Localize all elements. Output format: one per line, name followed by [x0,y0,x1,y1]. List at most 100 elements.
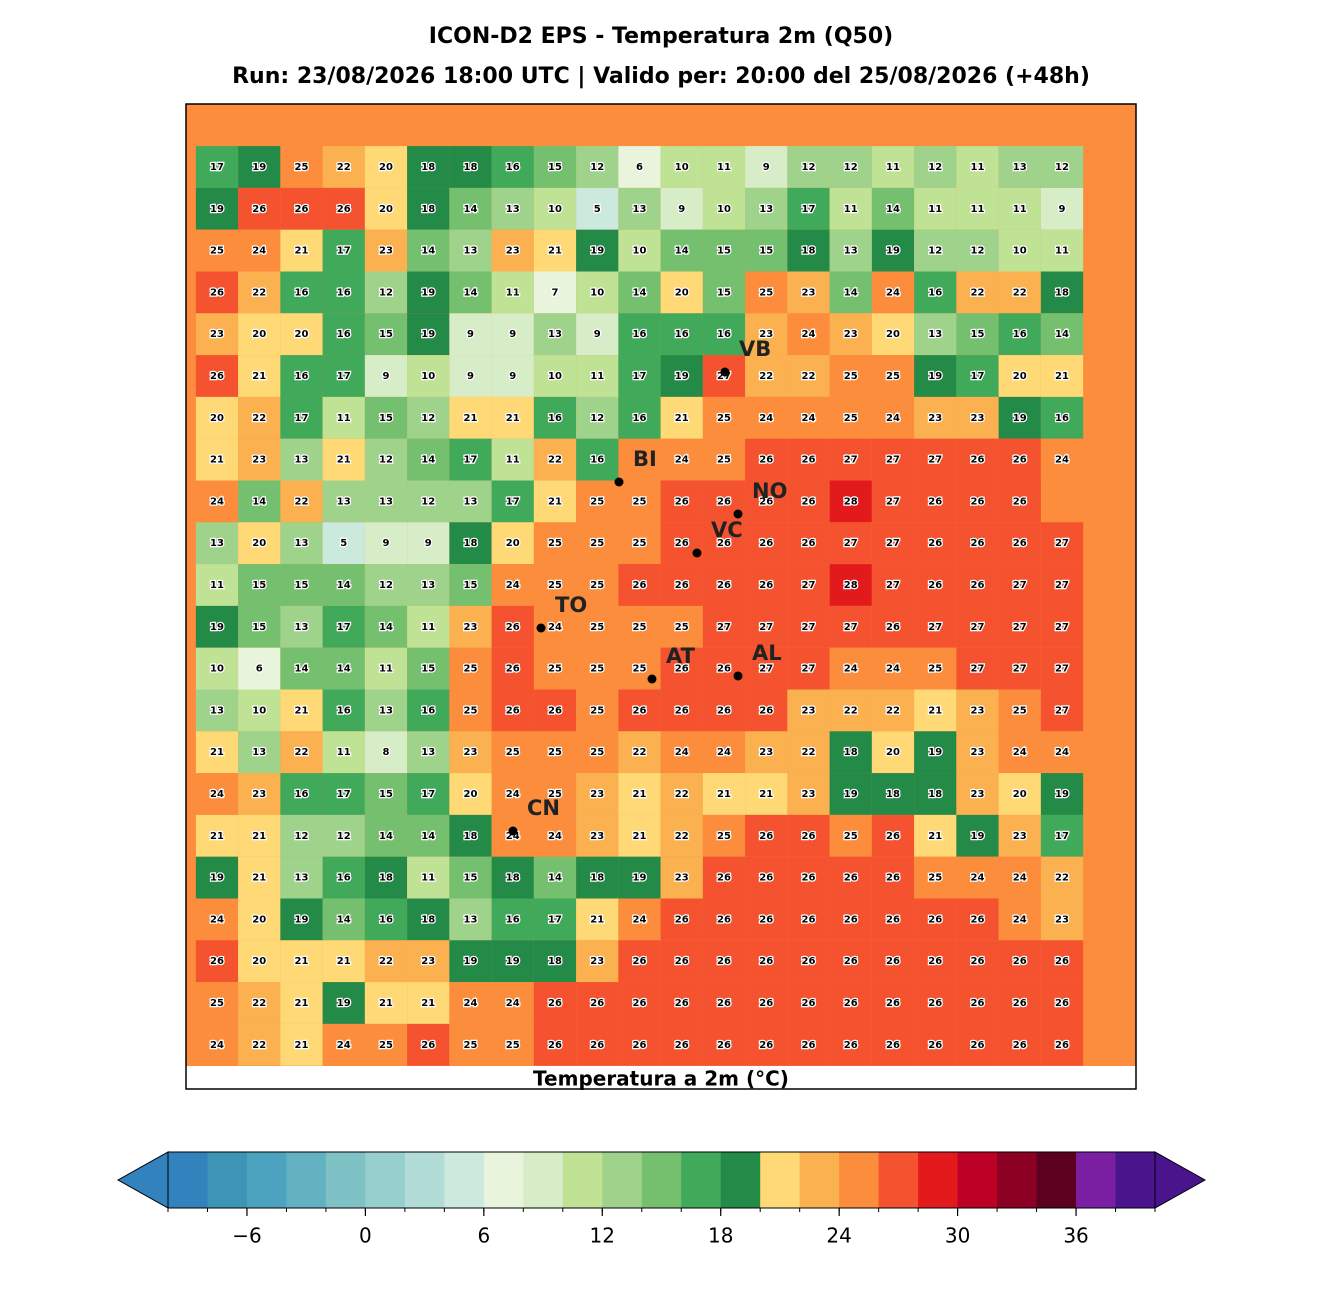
temperature-cell [745,187,788,230]
colorbar-tick-label: 6 [477,1224,490,1248]
temperature-label: 21 [675,413,689,424]
temperature-label: 26 [971,998,985,1009]
temperature-cell [238,522,281,565]
temperature-label: 26 [633,580,647,591]
temperature-cell [956,146,999,188]
temperature-label: 14 [421,831,435,842]
temperature-label: 24 [717,747,731,758]
temperature-label: 25 [759,287,773,298]
temperature-label: 16 [337,873,351,884]
temperature-cell [533,480,577,523]
city-label: TO [555,593,587,617]
temperature-cell [787,605,830,648]
temperature-cell [195,187,239,230]
temperature-cell [829,229,872,272]
temperature-cell [533,689,577,732]
temperature-label: 27 [1013,664,1027,675]
temperature-cell [364,647,408,690]
temperature-label: 26 [886,914,900,925]
temperature-cell [787,814,830,857]
temperature-cell [576,689,619,732]
temperature-label: 14 [421,455,435,466]
temperature-cell [491,229,534,272]
temperature-label: 24 [633,914,647,925]
temperature-cell [322,898,365,941]
temperature-cell [914,146,957,188]
temperature-label: 9 [509,371,516,382]
temperature-cell [998,187,1041,230]
temperature-cell [660,1023,703,1066]
temperature-cell [491,856,534,899]
temperature-cell [914,229,957,272]
temperature-cell [576,480,619,523]
temperature-label: 6 [256,664,263,675]
temperature-cell [745,313,788,356]
temperature-label: 26 [675,956,689,967]
temperature-label: 19 [590,246,604,257]
temperature-cell [322,1023,365,1066]
temperature-label: 19 [1013,413,1027,424]
temperature-label: 25 [717,455,731,466]
temperature-cell [491,187,534,230]
temperature-cell [491,731,534,774]
temperature-label: 26 [717,705,731,716]
temperature-cell [449,564,492,606]
temperature-cell [322,355,365,397]
temperature-label: 26 [928,914,942,925]
temperature-label: 11 [1013,204,1027,215]
temperature-label: 26 [590,998,604,1009]
temperature-label: 10 [633,246,647,257]
temperature-cell [533,647,577,690]
temperature-label: 9 [467,371,474,382]
temperature-label: 24 [506,789,520,800]
temperature-label: 17 [210,162,224,173]
temperature-label: 26 [717,998,731,1009]
temperature-label: 26 [802,1040,816,1051]
temperature-cell [322,146,365,188]
temperature-cell [914,814,957,857]
colorbar-bin [365,1152,406,1208]
temperature-label: 19 [337,998,351,1009]
temperature-cell [787,271,830,314]
temperature-cell [998,773,1041,815]
temperature-cell [660,313,703,356]
temperature-label: 26 [928,1040,942,1051]
temperature-label: 16 [379,914,393,925]
temperature-label: 25 [590,622,604,633]
temperature-cell [998,355,1041,397]
temperature-label: 18 [421,162,435,173]
temperature-cell [871,271,915,314]
temperature-label: 13 [464,914,478,925]
temperature-label: 13 [295,538,309,549]
temperature-label: 24 [210,914,224,925]
temperature-label: 16 [421,705,435,716]
temperature-label: 25 [886,371,900,382]
temperature-cell [618,480,661,523]
temperature-label: 9 [1059,204,1066,215]
temperature-cell [364,313,408,356]
temperature-label: 25 [717,413,731,424]
temperature-cell [618,773,661,815]
temperature-cell [322,480,365,523]
temperature-label: 19 [886,246,900,257]
temperature-cell [829,355,872,397]
temperature-cell [956,271,999,314]
temperature-label: 26 [802,538,816,549]
colorbar-bin [246,1152,287,1208]
temperature-label: 27 [759,622,773,633]
temperature-label: 18 [590,873,604,884]
temperature-label: 17 [464,455,478,466]
temperature-cell [280,564,323,606]
temperature-label: 26 [717,496,731,507]
temperature-label: 18 [548,956,562,967]
temperature-label: 21 [633,831,647,842]
colorbar: −6 0 6 12 18 24 30 36 [116,1151,1207,1248]
temperature-label: 26 [1013,455,1027,466]
temperature-cell [280,773,323,815]
temperature-cell [322,187,365,230]
colorbar-bin [918,1152,959,1208]
temperature-cell [533,773,577,815]
temperature-cell [618,1023,661,1066]
temperature-cell [491,982,534,1024]
temperature-cell [702,396,746,439]
